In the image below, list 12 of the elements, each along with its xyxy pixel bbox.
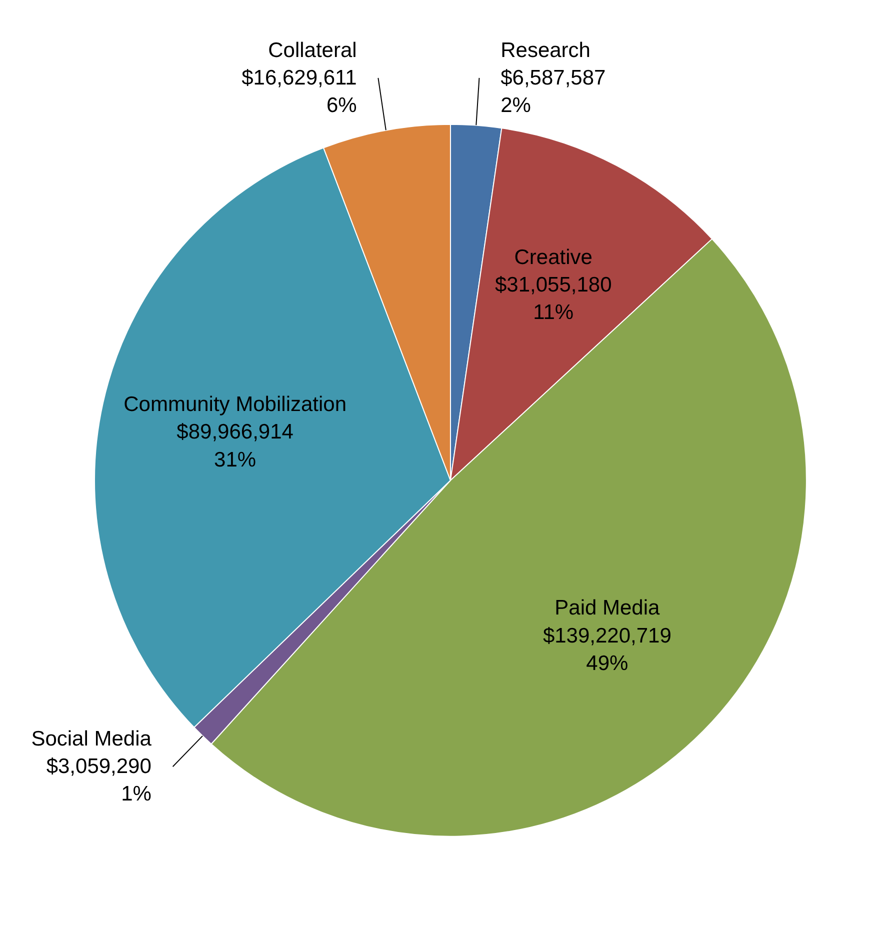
data-label: $16,629,611 6% [242, 66, 357, 118]
data-label: $31,055,180 11% [494, 274, 612, 324]
data-label: $6,587,587 2% [500, 66, 606, 118]
slice-label: Social Media [31, 728, 152, 751]
slice-label: Paid Media [554, 596, 660, 620]
slice-label: Community Mobilization [124, 393, 347, 416]
data-label: $89,966,914 31% [176, 420, 294, 472]
slice-label: Creative [514, 246, 592, 269]
data-label: $3,059,290 1% [46, 755, 152, 806]
slice-label: Research [500, 38, 590, 62]
data-label: $139,220,719 49% [542, 624, 672, 675]
slice-label: Collateral [268, 38, 357, 62]
